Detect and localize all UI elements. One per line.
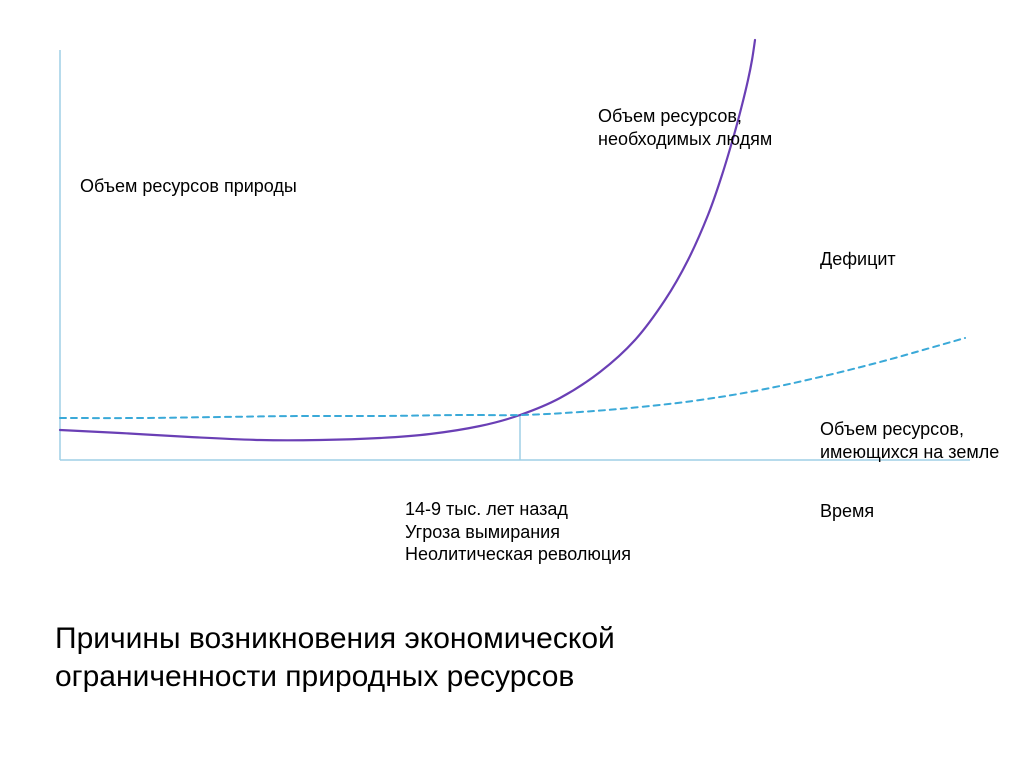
series-available-label: Объем ресурсов,имеющихся на земле bbox=[820, 418, 1010, 463]
chart-title: Причины возникновения экономической огра… bbox=[55, 620, 775, 695]
marker-annotation: 14-9 тыс. лет назадУгроза вымиранияНеоли… bbox=[405, 498, 685, 566]
deficit-label: Дефицит bbox=[820, 248, 940, 271]
series-needed-label: Объем ресурсов,необходимых людям bbox=[598, 105, 818, 150]
series-needed bbox=[60, 40, 755, 440]
y-axis-title: Объем ресурсов природы bbox=[80, 175, 340, 198]
x-axis-title: Время bbox=[820, 500, 940, 523]
series-available bbox=[60, 338, 965, 418]
